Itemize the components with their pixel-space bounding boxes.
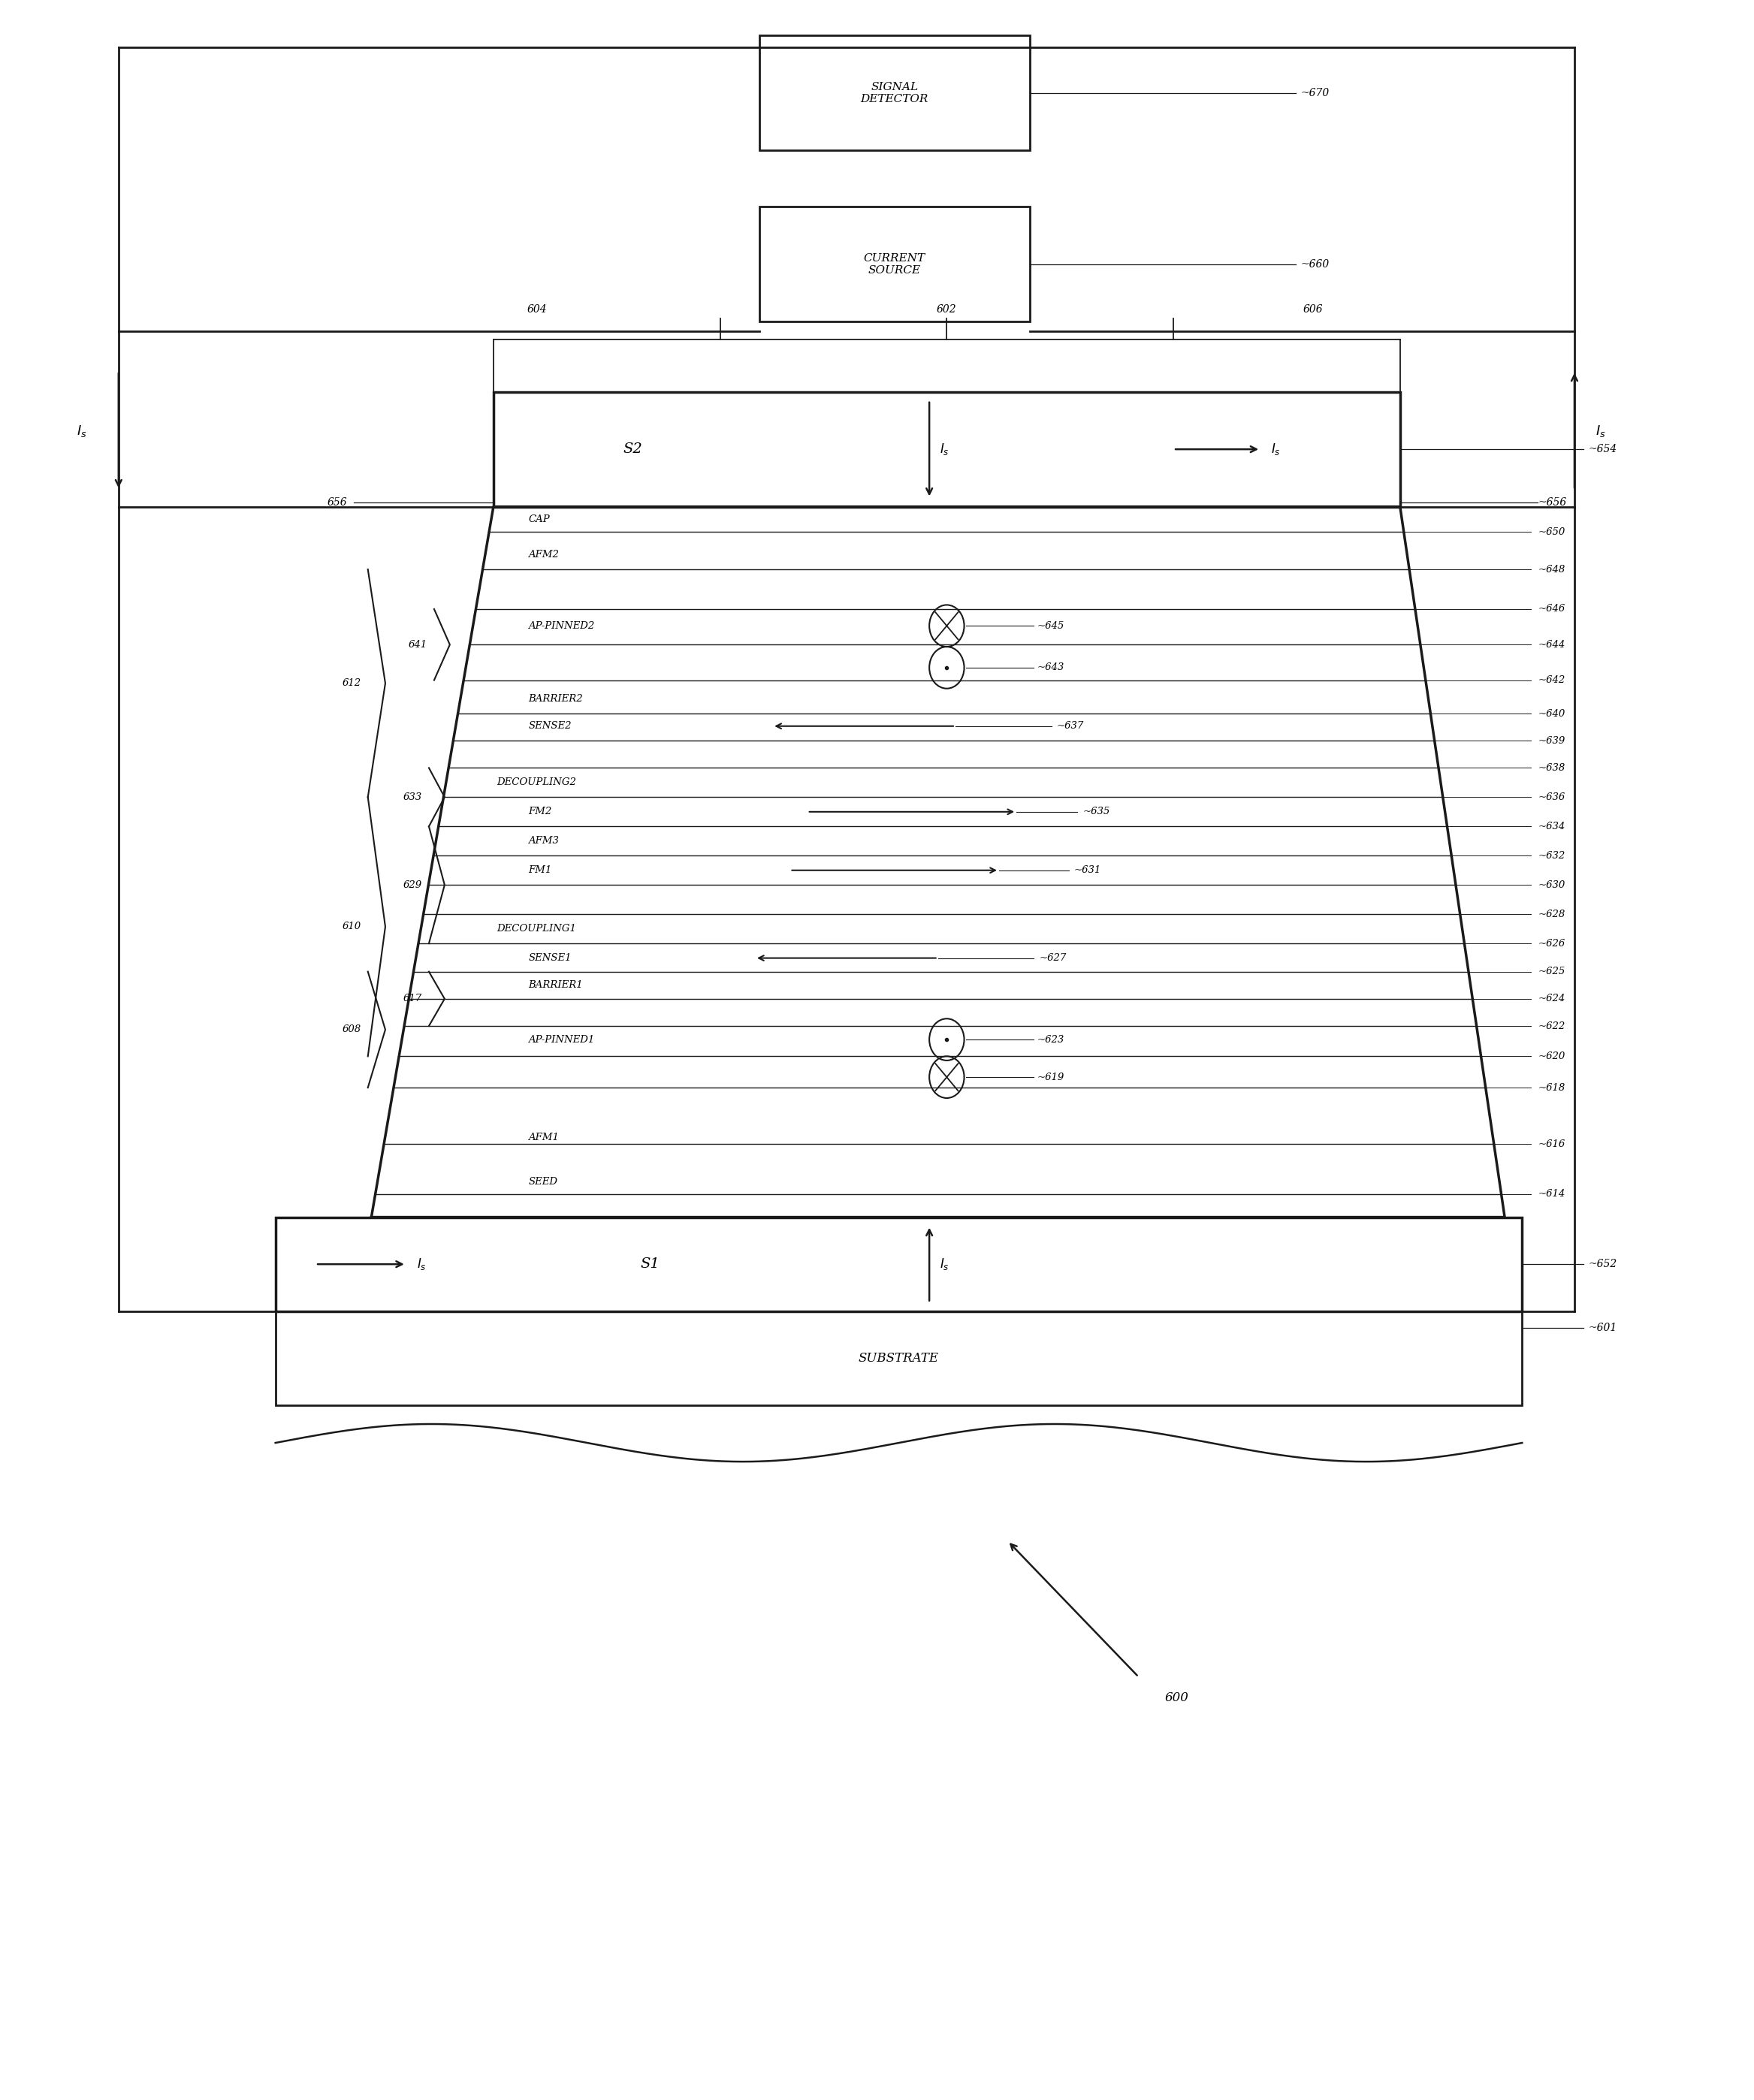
- Text: ~636: ~636: [1538, 792, 1565, 802]
- Text: ~656: ~656: [1538, 498, 1566, 508]
- Text: ~619: ~619: [1037, 1073, 1065, 1082]
- Text: BARRIER1: BARRIER1: [528, 981, 582, 989]
- Text: ~614: ~614: [1538, 1189, 1565, 1199]
- Text: 656: 656: [326, 498, 347, 508]
- Text: 641: 641: [409, 640, 428, 649]
- Text: ~630: ~630: [1538, 880, 1565, 890]
- Bar: [275, 1218, 1522, 1310]
- Text: SENSE2: SENSE2: [528, 720, 572, 731]
- Text: 604: 604: [526, 304, 547, 315]
- Text: ~645: ~645: [1037, 622, 1065, 630]
- Text: ~601: ~601: [1589, 1323, 1617, 1334]
- Text: ~652: ~652: [1589, 1258, 1617, 1268]
- Text: ~637: ~637: [1056, 720, 1084, 731]
- Text: ~625: ~625: [1538, 966, 1565, 976]
- Text: 633: 633: [403, 792, 423, 802]
- Text: 612: 612: [342, 678, 361, 689]
- Text: 617: 617: [403, 993, 423, 1004]
- Text: ~628: ~628: [1538, 909, 1565, 920]
- Text: ~648: ~648: [1538, 565, 1565, 573]
- Text: ~640: ~640: [1538, 708, 1565, 718]
- Text: AP-PINNED1: AP-PINNED1: [528, 1035, 595, 1044]
- Text: ~654: ~654: [1589, 443, 1617, 454]
- Text: 608: 608: [342, 1025, 361, 1035]
- Text: ~624: ~624: [1538, 993, 1565, 1004]
- Text: ~642: ~642: [1538, 676, 1565, 685]
- Text: ~670: ~670: [1301, 88, 1330, 99]
- Text: ~635: ~635: [1082, 806, 1110, 817]
- Text: AFM2: AFM2: [528, 550, 560, 561]
- Text: SEED: SEED: [528, 1176, 558, 1186]
- Text: SIGNAL
DETECTOR: SIGNAL DETECTOR: [861, 82, 928, 105]
- Text: FM1: FM1: [528, 865, 553, 876]
- Bar: [759, 208, 1030, 321]
- Text: ~646: ~646: [1538, 605, 1565, 613]
- Text: DECOUPLING2: DECOUPLING2: [496, 777, 577, 788]
- Text: AP-PINNED2: AP-PINNED2: [528, 622, 595, 630]
- Text: 602: 602: [937, 304, 956, 315]
- Text: ~638: ~638: [1538, 762, 1565, 773]
- Text: BARRIER2: BARRIER2: [528, 695, 582, 704]
- Text: ~616: ~616: [1538, 1138, 1565, 1149]
- Text: $I_s$: $I_s$: [417, 1256, 426, 1273]
- Text: ~639: ~639: [1538, 735, 1565, 745]
- Text: ~634: ~634: [1538, 821, 1565, 832]
- Text: $I_s$: $I_s$: [1272, 441, 1280, 458]
- Text: ~626: ~626: [1538, 939, 1565, 949]
- Text: ~623: ~623: [1037, 1035, 1065, 1044]
- Text: S1: S1: [640, 1258, 660, 1270]
- Text: ~643: ~643: [1037, 664, 1065, 672]
- Text: ~622: ~622: [1538, 1021, 1565, 1031]
- Text: $I_s$: $I_s$: [940, 1256, 949, 1273]
- Bar: [759, 36, 1030, 151]
- Text: 600: 600: [1165, 1690, 1189, 1705]
- Text: $I_s$: $I_s$: [1596, 424, 1605, 439]
- Text: CAP: CAP: [528, 514, 549, 525]
- Text: AFM1: AFM1: [528, 1132, 560, 1142]
- Bar: [275, 1310, 1522, 1405]
- Text: ~644: ~644: [1538, 640, 1565, 649]
- Text: ~620: ~620: [1538, 1052, 1565, 1060]
- Text: ~618: ~618: [1538, 1084, 1565, 1092]
- Text: ~631: ~631: [1073, 865, 1102, 876]
- Text: ~632: ~632: [1538, 850, 1565, 861]
- Text: 629: 629: [403, 880, 423, 890]
- Text: CURRENT
SOURCE: CURRENT SOURCE: [863, 252, 926, 275]
- Text: ~660: ~660: [1301, 258, 1330, 269]
- Text: SUBSTRATE: SUBSTRATE: [859, 1352, 938, 1365]
- Text: 610: 610: [342, 922, 361, 932]
- Text: S2: S2: [623, 443, 642, 456]
- Text: FM2: FM2: [528, 806, 553, 817]
- Text: AFM3: AFM3: [528, 836, 560, 846]
- Text: ~627: ~627: [1038, 953, 1066, 964]
- Text: $I_s$: $I_s$: [77, 424, 88, 439]
- Text: 606: 606: [1303, 304, 1323, 315]
- Text: DECOUPLING1: DECOUPLING1: [496, 924, 577, 934]
- Text: SENSE1: SENSE1: [528, 953, 572, 964]
- Bar: [493, 393, 1400, 506]
- Text: $I_s$: $I_s$: [940, 441, 949, 458]
- Text: ~650: ~650: [1538, 527, 1565, 538]
